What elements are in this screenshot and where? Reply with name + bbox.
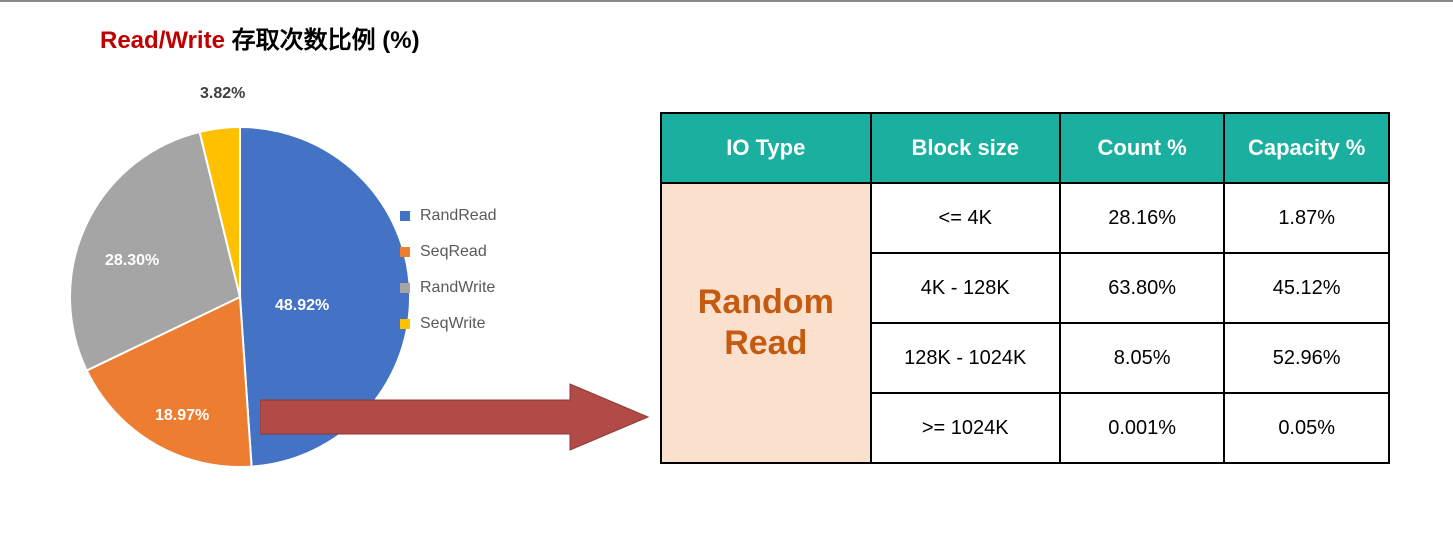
cell-block: 4K - 128K [871,253,1060,323]
legend-item-seqread: SeqRead [400,243,497,261]
pie-label-seqwrite: 3.82% [200,85,245,103]
cell-count: 8.05% [1060,323,1224,393]
legend-swatch-icon [400,247,410,257]
legend-item-randread: RandRead [400,207,497,225]
cell-capacity: 45.12% [1224,253,1389,323]
legend-item-seqwrite: SeqWrite [400,315,497,333]
cell-capacity: 52.96% [1224,323,1389,393]
pie-label-randwrite: 28.30% [105,252,159,270]
iotype-line2: Read [724,324,807,362]
pie-label-seqread: 18.97% [155,407,209,425]
legend-item-randwrite: RandWrite [400,279,497,297]
chart-legend: RandRead SeqRead RandWrite SeqWrite [400,207,497,351]
th-iotype: IO Type [661,113,871,183]
cell-capacity: 0.05% [1224,393,1389,463]
th-count: Count % [1060,113,1224,183]
title-red: Read/Write [100,27,225,54]
arrow-icon [260,382,650,452]
iotype-line1: Random [698,283,834,321]
io-table: IO TypeBlock sizeCount %Capacity % Rando… [660,112,1390,464]
legend-label: SeqRead [420,243,487,261]
legend-swatch-icon [400,211,410,221]
cell-count: 28.16% [1060,183,1224,253]
title-black: 存取次数比例 (%) [225,27,420,54]
pie-label-randread: 48.92% [275,297,329,315]
cell-block: >= 1024K [871,393,1060,463]
legend-swatch-icon [400,319,410,329]
cell-count: 0.001% [1060,393,1224,463]
cell-capacity: 1.87% [1224,183,1389,253]
legend-swatch-icon [400,283,410,293]
table-row: RandomRead<= 4K28.16%1.87% [661,183,1389,253]
iotype-cell: RandomRead [661,183,871,463]
legend-label: RandWrite [420,279,495,297]
legend-label: RandRead [420,207,497,225]
legend-label: SeqWrite [420,315,486,333]
th-block: Block size [871,113,1060,183]
cell-block: 128K - 1024K [871,323,1060,393]
cell-block: <= 4K [871,183,1060,253]
page-title: Read/Write 存取次数比例 (%) [100,20,420,55]
th-capacity: Capacity % [1224,113,1389,183]
cell-count: 63.80% [1060,253,1224,323]
